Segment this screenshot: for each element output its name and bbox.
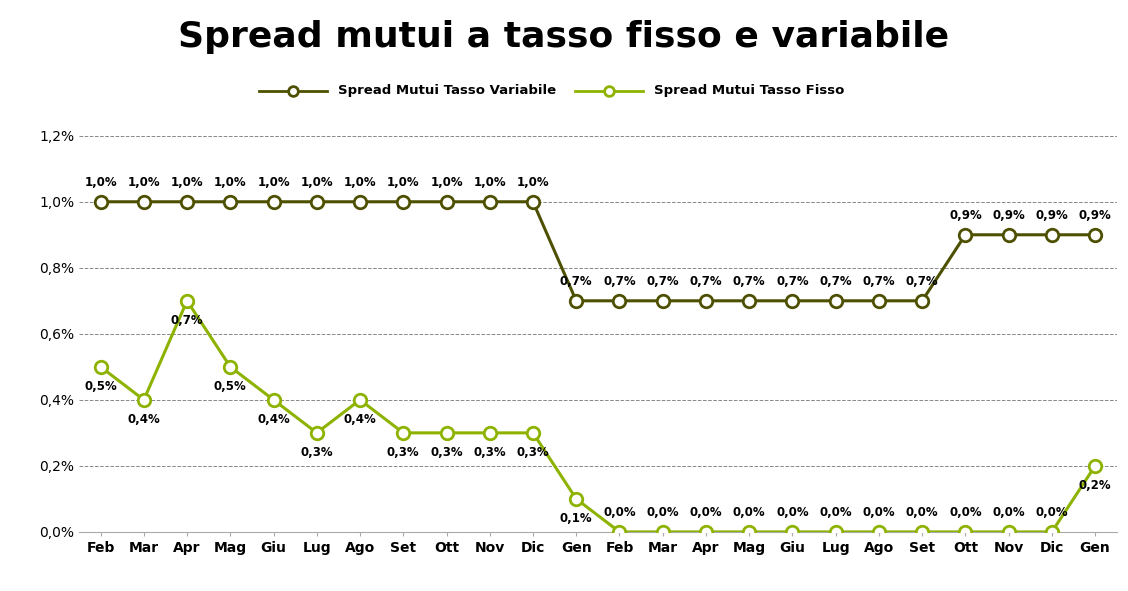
- Text: 0,4%: 0,4%: [127, 413, 160, 426]
- Text: 0,9%: 0,9%: [993, 209, 1025, 222]
- Text: 0,3%: 0,3%: [430, 446, 462, 459]
- Text: 0,9%: 0,9%: [949, 209, 981, 222]
- Text: 0,0%: 0,0%: [1036, 506, 1068, 519]
- Text: 0,4%: 0,4%: [257, 413, 290, 426]
- Text: 0,7%: 0,7%: [906, 275, 938, 288]
- Text: 1,0%: 1,0%: [300, 176, 333, 189]
- Text: 0,0%: 0,0%: [689, 506, 722, 519]
- Text: 0,5%: 0,5%: [85, 380, 117, 393]
- Text: 0,4%: 0,4%: [344, 413, 377, 426]
- Text: 0,7%: 0,7%: [776, 275, 809, 288]
- Text: 1,0%: 1,0%: [344, 176, 377, 189]
- Text: 1,0%: 1,0%: [170, 176, 203, 189]
- Text: 1,0%: 1,0%: [517, 176, 549, 189]
- Text: 0,0%: 0,0%: [819, 506, 852, 519]
- Text: 0,7%: 0,7%: [863, 275, 896, 288]
- Text: 0,7%: 0,7%: [689, 275, 722, 288]
- Text: 1,0%: 1,0%: [214, 176, 247, 189]
- Text: Spread Mutui Tasso Variabile: Spread Mutui Tasso Variabile: [338, 85, 556, 97]
- Text: 0,7%: 0,7%: [559, 275, 592, 288]
- Text: 0,1%: 0,1%: [559, 512, 592, 525]
- Text: 0,3%: 0,3%: [474, 446, 506, 459]
- Text: 0,7%: 0,7%: [819, 275, 852, 288]
- Text: 0,0%: 0,0%: [863, 506, 896, 519]
- Text: 0,9%: 0,9%: [1078, 209, 1111, 222]
- Text: 1,0%: 1,0%: [430, 176, 462, 189]
- Text: 1,0%: 1,0%: [474, 176, 506, 189]
- Text: 0,0%: 0,0%: [646, 506, 679, 519]
- Text: 0,0%: 0,0%: [993, 506, 1025, 519]
- Text: 0,5%: 0,5%: [214, 380, 247, 393]
- Text: 0,0%: 0,0%: [776, 506, 809, 519]
- Text: 0,7%: 0,7%: [646, 275, 679, 288]
- Text: Spread Mutui Tasso Fisso: Spread Mutui Tasso Fisso: [654, 85, 845, 97]
- Text: 0,3%: 0,3%: [300, 446, 333, 459]
- Text: 0,7%: 0,7%: [170, 314, 203, 327]
- Text: 0,7%: 0,7%: [733, 275, 766, 288]
- Text: 1,0%: 1,0%: [257, 176, 290, 189]
- Text: 0,2%: 0,2%: [1078, 479, 1111, 492]
- Text: 0,0%: 0,0%: [603, 506, 636, 519]
- Text: 1,0%: 1,0%: [127, 176, 160, 189]
- Text: 1,0%: 1,0%: [387, 176, 420, 189]
- Text: 0,0%: 0,0%: [733, 506, 766, 519]
- Text: 0,0%: 0,0%: [906, 506, 938, 519]
- Text: Spread mutui a tasso fisso e variabile: Spread mutui a tasso fisso e variabile: [178, 20, 950, 54]
- Text: 0,3%: 0,3%: [517, 446, 549, 459]
- Text: 0,0%: 0,0%: [949, 506, 981, 519]
- Text: 0,7%: 0,7%: [603, 275, 636, 288]
- Text: 0,9%: 0,9%: [1036, 209, 1068, 222]
- Text: 0,3%: 0,3%: [387, 446, 420, 459]
- Text: 1,0%: 1,0%: [85, 176, 117, 189]
